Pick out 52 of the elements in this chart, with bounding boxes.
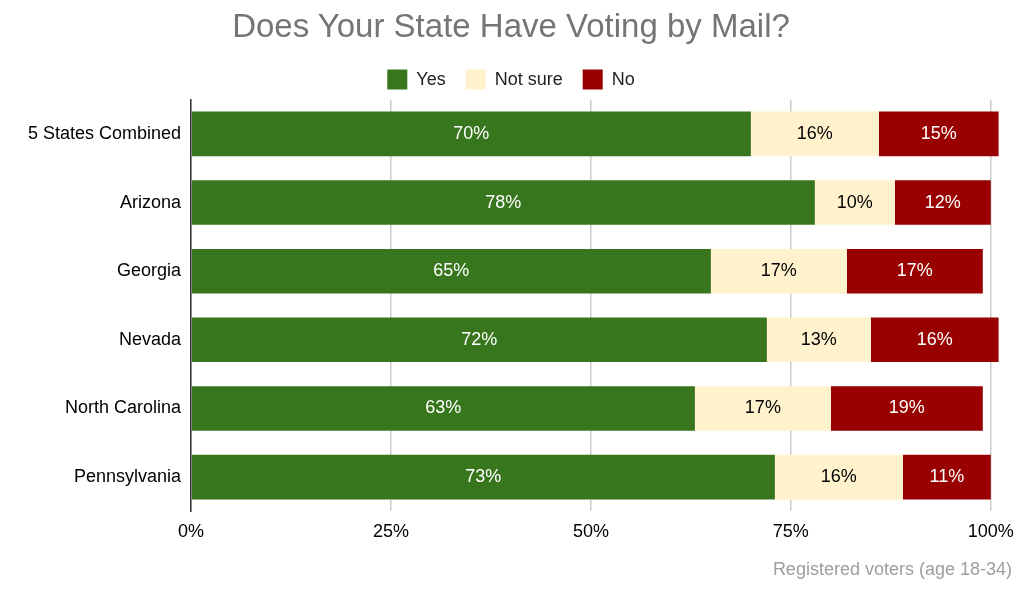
data-label: 16% bbox=[796, 122, 833, 143]
text: Registered voters (age 18-34) bbox=[771, 559, 1013, 580]
bar bbox=[894, 180, 991, 225]
y-tick-label: Arizona bbox=[120, 191, 183, 212]
bar bbox=[814, 180, 895, 225]
data-label: 16% bbox=[916, 328, 953, 349]
bar bbox=[191, 454, 775, 500]
bar bbox=[191, 317, 767, 363]
bar bbox=[902, 454, 991, 500]
data-label: 17% bbox=[744, 397, 781, 418]
data-label: 63% bbox=[425, 397, 462, 418]
bar bbox=[774, 454, 903, 500]
bar bbox=[766, 317, 871, 363]
data-label: 72% bbox=[461, 328, 498, 349]
legend-label: No bbox=[611, 68, 635, 89]
bar bbox=[870, 317, 999, 363]
data-label: 19% bbox=[888, 397, 925, 418]
legend-label: Not sure bbox=[494, 68, 563, 89]
x-tick-label: 25% bbox=[373, 521, 410, 542]
x-tick-label: 50% bbox=[572, 521, 609, 542]
bar bbox=[191, 386, 695, 431]
data-label: 11% bbox=[929, 466, 965, 487]
chart-title: Does Your State Have Voting by Mail? bbox=[232, 6, 790, 44]
bar bbox=[830, 386, 983, 431]
data-label: 70% bbox=[453, 122, 490, 143]
y-tick-label: Georgia bbox=[117, 260, 183, 281]
data-label: 78% bbox=[485, 191, 522, 212]
data-label: 12% bbox=[924, 191, 961, 212]
bar bbox=[694, 386, 831, 431]
data-label: 15% bbox=[920, 122, 957, 143]
bar bbox=[191, 180, 815, 225]
data-label: 16% bbox=[820, 466, 857, 487]
legend-label: Yes bbox=[416, 68, 446, 89]
bar bbox=[191, 111, 751, 157]
bar bbox=[878, 111, 999, 157]
bar bbox=[191, 248, 711, 294]
y-tick-label: 5 States Combined bbox=[27, 122, 182, 143]
bar bbox=[846, 248, 983, 294]
y-tick-label: Pennsylvania bbox=[74, 466, 183, 487]
bar bbox=[710, 248, 847, 294]
data-label: 17% bbox=[896, 260, 933, 281]
y-tick-label: Nevada bbox=[119, 328, 183, 349]
data-label: 17% bbox=[760, 260, 797, 281]
x-tick-label: 75% bbox=[772, 521, 809, 542]
data-label: 73% bbox=[465, 466, 502, 487]
x-tick-label: 0% bbox=[178, 521, 205, 542]
data-label: 13% bbox=[800, 328, 837, 349]
data-label: 65% bbox=[433, 260, 470, 281]
data-label: 10% bbox=[836, 191, 873, 212]
y-tick-label: North Carolina bbox=[65, 397, 183, 418]
x-tick-label: 100% bbox=[967, 521, 1014, 542]
bar bbox=[750, 111, 879, 157]
